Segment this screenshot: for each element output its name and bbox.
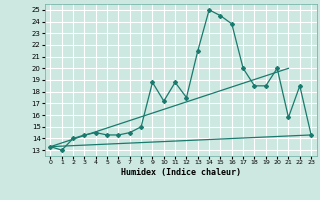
X-axis label: Humidex (Indice chaleur): Humidex (Indice chaleur): [121, 168, 241, 177]
